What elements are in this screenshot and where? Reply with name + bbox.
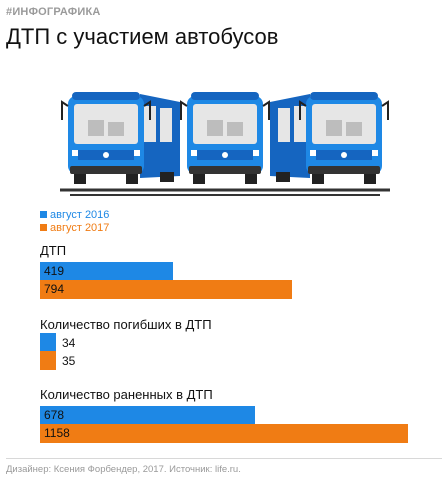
bar-accidents-2017: 794 (40, 280, 292, 299)
infographic-tag: #ИНФОГРАФИКА (6, 6, 101, 18)
legend-item-2016: август 2016 (40, 208, 109, 221)
legend-swatch-2017 (40, 224, 47, 231)
legend-label-2017: август 2017 (50, 221, 110, 234)
bus-illustration (60, 91, 390, 196)
bus-right (270, 91, 389, 185)
bar-deaths-2017 (40, 351, 56, 370)
footer-divider (6, 458, 442, 459)
bar-value-deaths-2017: 35 (62, 354, 76, 368)
legend-label-2016: август 2016 (50, 208, 110, 221)
bar-value-injured-2016: 678 (44, 408, 65, 422)
group-title-accidents: ДТП (40, 243, 67, 258)
bar-accidents-2016: 419 (40, 262, 173, 281)
legend-swatch-2016 (40, 211, 47, 218)
page-title: ДТП с участием автобусов (6, 24, 279, 49)
bar-value-accidents-2017: 794 (44, 282, 65, 296)
bus-left (61, 91, 180, 185)
group-title-deaths: Количество погибших в ДТП (40, 317, 212, 332)
footer-credits: Дизайнер: Ксения Форбендер, 2017. Источн… (6, 464, 241, 475)
bar-injured-2016: 678 (40, 406, 255, 425)
bus-center (180, 91, 270, 185)
bar-value-injured-2017: 1158 (44, 426, 70, 440)
bar-value-deaths-2016: 34 (62, 336, 76, 350)
bar-value-accidents-2016: 419 (44, 264, 65, 278)
bar-deaths-2016 (40, 333, 56, 352)
bar-injured-2017: 1158 (40, 424, 408, 443)
group-title-injured: Количество раненных в ДТП (40, 387, 213, 402)
legend-item-2017: август 2017 (40, 221, 109, 234)
road-lines (60, 188, 390, 196)
legend: август 2016 август 2017 (40, 208, 109, 234)
